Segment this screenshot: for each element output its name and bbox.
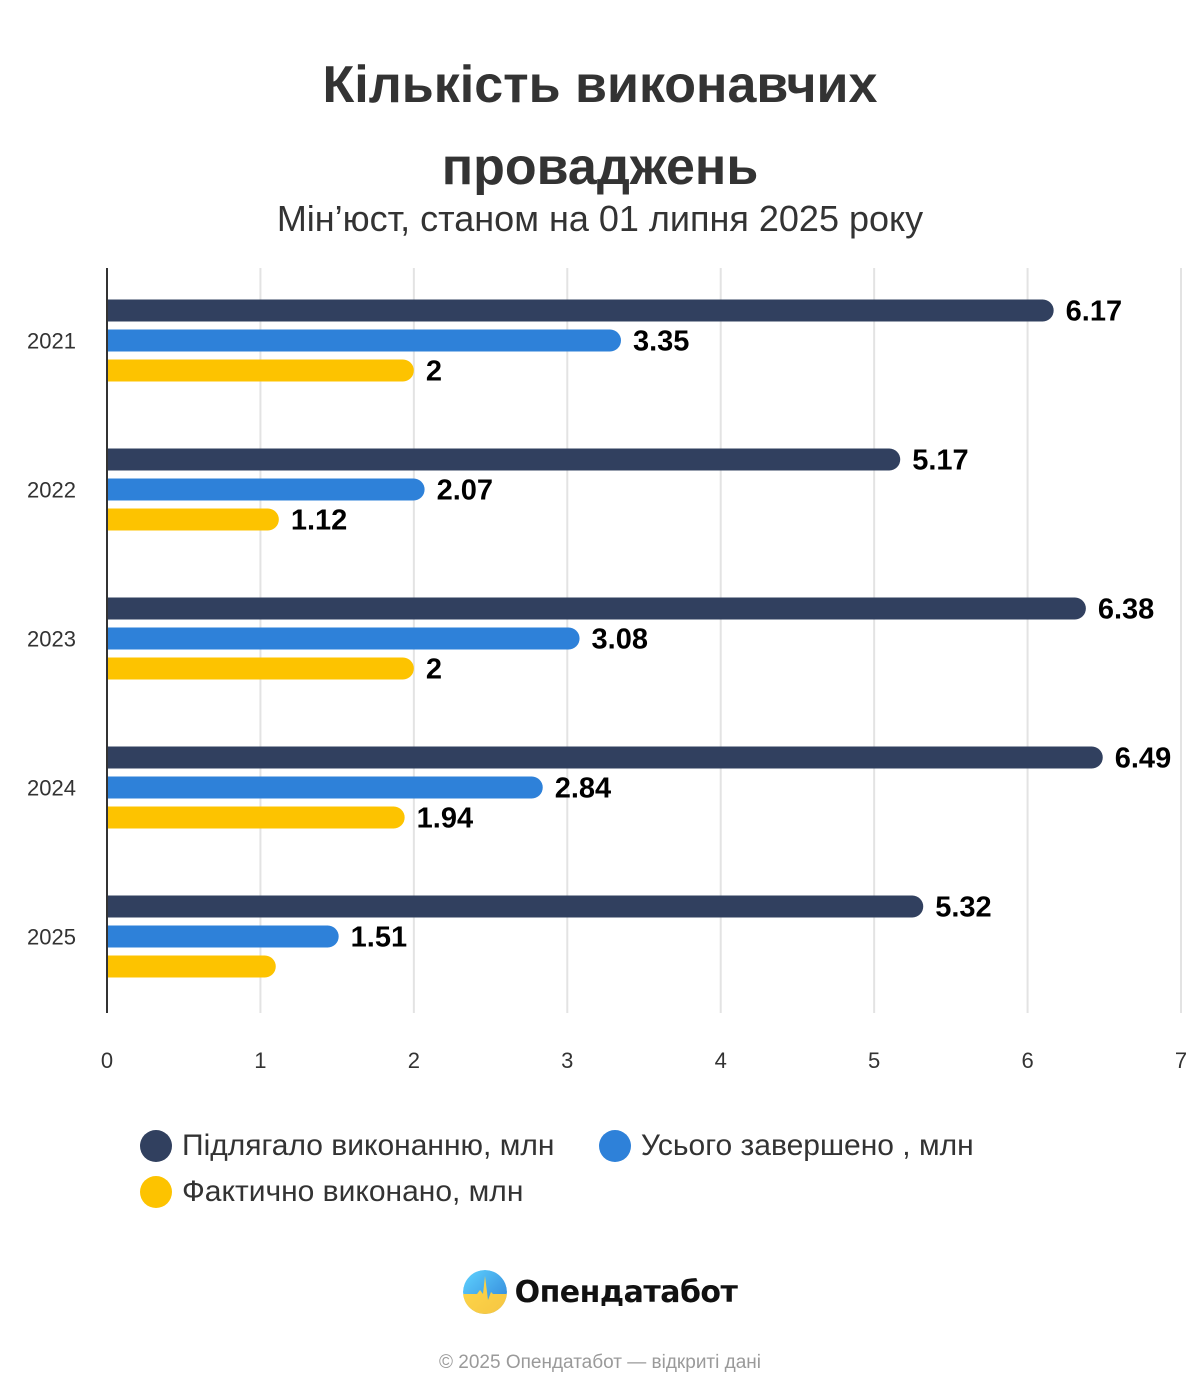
data-label: 6.49 [1115,743,1171,775]
y-category-label: 2022 [27,478,76,503]
legend-label: Усього завершено , млн [640,1129,974,1162]
data-label: 5.32 [935,892,991,924]
legend-label: Підлягало виконанню, млн [182,1129,555,1162]
footer-copyright: © 2025 Опендатабот — відкриті дані [439,1352,761,1373]
chart-title-line-2: проваджень [441,138,759,196]
bar-2021-series-2[interactable] [107,329,621,352]
bar-2021-series-1[interactable] [107,299,1054,322]
bar-2022-series-3[interactable] [107,508,279,531]
bar-2024-series-1[interactable] [107,746,1103,769]
bar-2022-series-1[interactable] [107,448,901,471]
data-labels: 6.17 3.35 2 5.17 2.07 1.12 6.38 3.08 2 6.49 2.84 1.… [291,296,1171,954]
y-category-label: 2023 [27,627,76,652]
axis: 0 1 2 3 4 5 6 7 2021 2022 2023 2024 2025 [27,268,1187,1073]
data-label: 5.17 [912,445,968,477]
bar-2023-series-3[interactable] [107,657,414,680]
legend-dot-icon [140,1130,172,1162]
legend-item-subject[interactable]: Підлягало виконанню, млн [140,1124,554,1168]
bar-chart: 0 1 2 3 4 5 6 7 2021 2022 2023 2024 2025 6.17 3.35 2 5.… [27,268,1187,1073]
data-label: 2.07 [437,475,493,507]
bars [107,299,1103,978]
bar-2025-series-3[interactable] [107,955,276,978]
x-tick-label: 4 [715,1048,727,1073]
opendatabot-logo-icon [462,1270,507,1314]
y-category-label: 2024 [27,776,76,801]
legend-item-executed[interactable]: Фактично виконано, млн [140,1170,523,1214]
data-label: 2.84 [555,773,611,805]
data-label: 1.94 [417,803,473,835]
bar-2025-series-1[interactable] [107,895,924,918]
data-label: 2 [426,654,442,686]
brand: Опендатабот [0,1270,1200,1314]
legend: Підлягало виконанню, млн Усього завершен… [140,1124,1140,1216]
data-label: 1.51 [351,922,407,954]
x-tick-label: 2 [408,1048,420,1073]
bar-2024-series-2[interactable] [107,776,543,799]
bar-2023-series-2[interactable] [107,627,580,650]
x-tick-label: 0 [101,1048,113,1073]
bar-2024-series-3[interactable] [107,806,405,829]
x-tick-label: 5 [868,1048,880,1073]
data-label: 3.35 [633,326,689,358]
gridlines [259,268,1182,1013]
legend-dot-icon [598,1130,631,1162]
x-tick-label: 1 [254,1048,266,1073]
chart-title-line-1: Кількість виконавчих [322,56,878,114]
bar-2023-series-1[interactable] [107,597,1086,620]
data-label: 6.17 [1066,296,1122,328]
brand-name: Опендатабот [514,1274,738,1310]
x-tick-label: 6 [1021,1048,1033,1073]
bar-2021-series-3[interactable] [107,359,414,382]
x-tick-label: 7 [1175,1048,1187,1073]
legend-item-completed[interactable]: Усього завершено , млн [598,1124,974,1168]
legend-label: Фактично виконано, млн [182,1175,524,1208]
chart-subtitle: Мін’юст, станом на 01 липня 2025 року [276,198,924,239]
bar-2022-series-2[interactable] [107,478,425,501]
chart-title: Кількість виконавчих проваджень [0,44,1200,208]
legend-row-2: Фактично виконано, млн [140,1170,1140,1216]
data-label: 3.08 [592,624,648,656]
data-label: 6.38 [1098,594,1154,626]
data-label: 1.12 [291,505,347,537]
bar-2025-series-2[interactable] [107,925,339,948]
x-tick-label: 3 [561,1048,573,1073]
y-category-label: 2021 [27,329,76,354]
y-category-label: 2025 [27,925,76,950]
data-label: 2 [426,356,442,388]
legend-row-1: Підлягало виконанню, млн Усього завершен… [140,1124,1140,1170]
legend-dot-icon [140,1176,172,1208]
